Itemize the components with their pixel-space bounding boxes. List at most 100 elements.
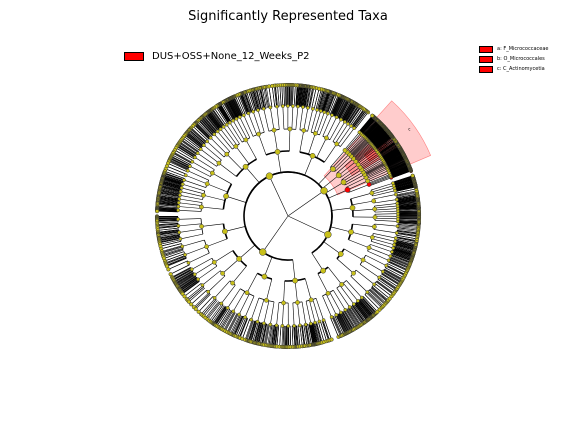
- branch-line: [174, 149, 194, 161]
- branch-line: [333, 153, 350, 170]
- branch-line: [295, 106, 299, 130]
- branch-line: [292, 302, 295, 326]
- branch-line: [382, 271, 401, 284]
- branch-line: [340, 101, 352, 120]
- tree-node: [201, 192, 206, 198]
- branch-line: [232, 97, 242, 117]
- branch-line: [386, 265, 406, 276]
- branch-line: [395, 240, 416, 247]
- branch-line: [181, 139, 199, 153]
- branch-line: [368, 290, 385, 305]
- branch-line: [396, 230, 418, 234]
- branch-line: [379, 277, 397, 290]
- branch-line: [271, 325, 275, 347]
- branch-line: [219, 104, 231, 123]
- branch-line: [223, 126, 238, 146]
- tree-node: [320, 267, 327, 274]
- branch-line: [331, 95, 341, 116]
- branch-line: [178, 276, 197, 289]
- branch-line: [177, 274, 196, 287]
- branch-line: [352, 223, 375, 228]
- tree-node: [317, 319, 322, 324]
- branch-line: [343, 282, 359, 302]
- branch-line: [392, 249, 413, 257]
- branch-line: [249, 321, 256, 342]
- branch-line: [394, 244, 415, 251]
- branch-line: [347, 105, 360, 124]
- branch-line: [339, 100, 350, 120]
- branch-line: [350, 139, 368, 157]
- branch-line: [235, 95, 245, 116]
- branch-line: [324, 319, 332, 340]
- branch-line: [176, 146, 195, 159]
- branch-line: [337, 314, 347, 334]
- tree-node: [395, 201, 400, 206]
- tree-node: [298, 323, 302, 328]
- branch-line: [208, 111, 222, 129]
- branch-line: [232, 120, 245, 141]
- branch-line: [397, 210, 419, 213]
- branch-line: [279, 325, 282, 347]
- tree-node: [324, 135, 329, 141]
- branch-line: [339, 100, 350, 119]
- branch-line: [302, 86, 307, 108]
- branch-line: [282, 325, 285, 347]
- tree-node: [334, 141, 340, 147]
- branch-line: [161, 181, 182, 188]
- branch-line: [203, 194, 225, 201]
- branch-line: [336, 158, 354, 174]
- figure-title: Significantly Represented Taxa: [188, 9, 388, 24]
- clade-wedge-labels: c ba: [379, 126, 410, 149]
- branch-line: [242, 319, 250, 339]
- branch-line: [206, 238, 228, 247]
- branch-line: [311, 323, 317, 344]
- branch-line: [182, 239, 205, 247]
- branch-line: [185, 133, 203, 148]
- branch-line: [215, 307, 228, 326]
- branch-line: [188, 130, 206, 145]
- branch-line: [373, 285, 390, 299]
- branch-line: [392, 176, 414, 184]
- branch-line: [387, 261, 408, 272]
- tree-node: [176, 224, 181, 228]
- branch-line: [364, 162, 385, 175]
- branch-line: [377, 139, 395, 152]
- branch-line: [218, 309, 230, 328]
- tree-node: [394, 231, 399, 235]
- branch-line: [360, 117, 375, 134]
- tree-node: [395, 224, 400, 228]
- branch-line: [157, 227, 179, 231]
- tree-node: [393, 236, 398, 240]
- branch-line: [228, 98, 239, 118]
- branch-line: [232, 291, 245, 312]
- branch-line: [348, 136, 365, 154]
- branch-line: [159, 188, 181, 194]
- branch-line: [269, 324, 274, 346]
- tree-node: [176, 200, 181, 205]
- tree-node: [256, 108, 260, 113]
- branch-line: [345, 133, 361, 151]
- branch-line: [198, 296, 214, 312]
- branch-line: [379, 142, 397, 155]
- branch-line: [396, 230, 418, 235]
- branch-line: [374, 223, 398, 227]
- branch-line: [157, 219, 179, 221]
- branch-line: [302, 86, 306, 108]
- branch-line: [310, 323, 316, 345]
- branch-line: [232, 315, 242, 335]
- branch-line: [277, 151, 282, 173]
- tree-node: [340, 179, 347, 186]
- branch-line: [296, 85, 300, 107]
- branch-line: [194, 124, 210, 140]
- branch-line: [185, 175, 208, 185]
- tree-node: [261, 273, 268, 280]
- branch-line: [323, 91, 331, 112]
- branch-line: [344, 103, 357, 123]
- tree-node: [255, 319, 260, 324]
- branch-line: [371, 238, 395, 246]
- branch-line: [157, 201, 179, 205]
- branch-line: [323, 92, 332, 113]
- branch-line: [387, 160, 408, 171]
- branch-line: [212, 306, 226, 324]
